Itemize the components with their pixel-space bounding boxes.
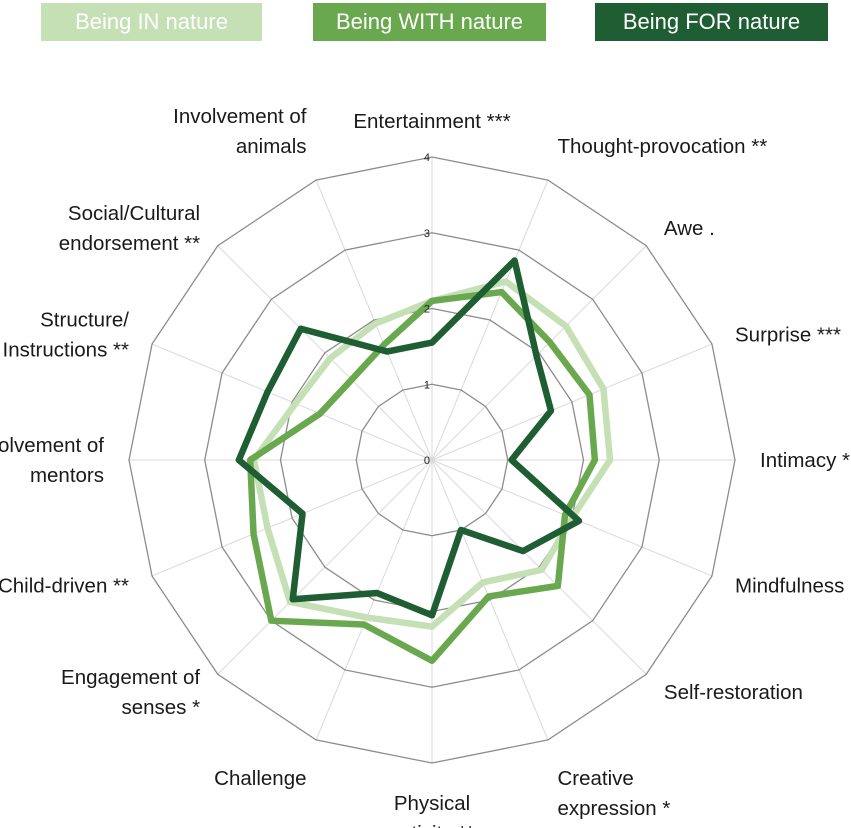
axis-label-10-line-1: senses * (121, 696, 200, 719)
tick-label-0: 0 (424, 455, 430, 467)
axis-label-11: Child-driven ** (0, 575, 129, 598)
tick-label-4: 4 (424, 152, 430, 164)
axis-label-8-line-1: activity ** (390, 822, 474, 828)
axis-label-1: Thought-provocation ** (558, 135, 768, 158)
radar-labels: 0 1 2 3 4 Entertainment *** Thought-provocatio… (0, 105, 850, 828)
series-line-0 (250, 278, 614, 630)
tick-label-1: 1 (424, 379, 430, 391)
axis-label-3: Surprise *** (735, 324, 841, 347)
axis-label-11-line-0: Child-driven ** (0, 575, 129, 598)
axis-label-9-line-0: Challenge (214, 767, 306, 790)
legend-item-with: Being WITH nature (313, 3, 546, 41)
ring-4 (128, 156, 736, 764)
legend-label-in: Being IN nature (75, 9, 228, 34)
ring-3 (204, 232, 660, 688)
legend-item-for: Being FOR nature (595, 3, 828, 41)
axis-label-0: Entertainment *** (353, 110, 510, 133)
axis-label-5-line-0: Mindfulness (735, 575, 844, 598)
axis-label-10: Engagement of senses * (61, 666, 200, 719)
axis-label-8: Physical activity ** (390, 792, 474, 828)
axis-label-13-line-0: Structure/ (40, 309, 129, 332)
radar-grid (128, 156, 736, 764)
axis-label-15-line-1: animals (236, 135, 307, 158)
axis-label-6-line-0: Self-restoration (664, 681, 803, 704)
axis-label-5: Mindfulness (735, 575, 844, 598)
ring-1 (355, 383, 509, 537)
legend-label-for: Being FOR nature (622, 9, 801, 34)
axis-label-13-line-1: Instructions ** (3, 339, 129, 362)
axis-label-14-line-0: Social/Cultural (68, 202, 200, 225)
series-line-2 (235, 257, 583, 619)
axis-label-10-line-0: Engagement of (61, 666, 200, 689)
axis-label-8-line-0: Physical (394, 792, 470, 815)
axis-label-4: Intimacy * (760, 449, 850, 472)
radar-series (235, 257, 614, 664)
axis-label-7-line-1: expression * (558, 797, 671, 820)
axis-label-12-line-0: Involvement of (0, 434, 104, 457)
axis-label-2: Awe . (664, 217, 715, 240)
tick-label-3: 3 (424, 228, 430, 240)
tick-label-2: 2 (424, 304, 430, 316)
axis-label-15: Involvement of animals (173, 105, 307, 158)
axis-label-9: Challenge (214, 767, 306, 790)
axis-label-2-line-0: Awe . (664, 217, 715, 240)
axis-label-14-line-1: endorsement ** (59, 232, 200, 255)
axis-label-6: Self-restoration (664, 681, 803, 704)
axis-label-0-line-0: Entertainment *** (353, 110, 510, 133)
legend-item-in: Being IN nature (41, 3, 262, 41)
legend-label-with: Being WITH nature (335, 9, 524, 34)
axis-label-12: Involvement of mentors (0, 434, 104, 487)
axis-label-15-line-0: Involvement of (173, 105, 307, 128)
axis-label-14: Social/Cultural endorsement ** (59, 202, 200, 255)
axis-label-4-line-0: Intimacy * (760, 449, 850, 472)
axis-label-7-line-0: Creative (558, 767, 634, 790)
axis-label-1-line-0: Thought-provocation ** (558, 135, 768, 158)
axis-label-12-line-1: mentors (30, 464, 104, 487)
axis-label-7: Creative expression * (558, 767, 671, 820)
axis-label-3-line-0: Surprise *** (735, 324, 841, 347)
series-line-1 (246, 288, 599, 664)
axis-label-13: Structure/Instructions ** (3, 309, 130, 362)
